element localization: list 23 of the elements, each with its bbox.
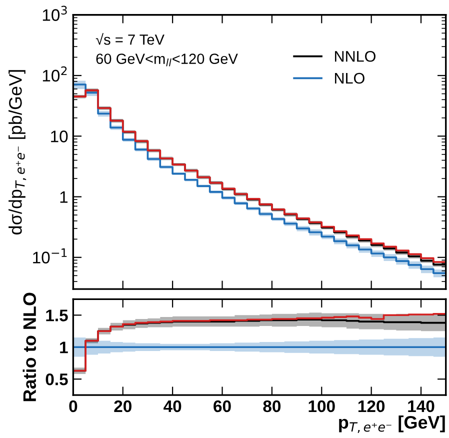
y-tick-label: 1 bbox=[60, 342, 68, 354]
x-tick-label: 20 bbox=[114, 400, 132, 412]
legend-label: NNLO bbox=[335, 50, 376, 62]
x-tick-label: 0 bbox=[69, 400, 78, 412]
y-tick-label: 0.5 bbox=[46, 373, 68, 386]
x-tick-label: 140 bbox=[408, 400, 434, 412]
y-tick-label: 10$^{3}$ bbox=[42, 6, 67, 21]
x-tick-label: 100 bbox=[308, 400, 335, 412]
y-axis-title: Ratio to NLO bbox=[22, 292, 36, 402]
y-tick-label: 1.5 bbox=[46, 310, 68, 322]
y-tick-label: 10 bbox=[51, 130, 68, 142]
x-tick-label: 120 bbox=[358, 400, 385, 412]
annotation: √s = 7 TeV bbox=[96, 33, 164, 45]
y-tick-label: 1 bbox=[60, 191, 68, 203]
x-tick-label: 80 bbox=[263, 400, 281, 412]
legend-label: NLO bbox=[335, 72, 364, 84]
x-tick-label: 40 bbox=[164, 400, 182, 412]
y-tick-label: 10$^{−1}$ bbox=[33, 248, 67, 264]
y-axis-title: dσ/dp$_{T,e⁺e⁻}$ [pb/GeV] bbox=[8, 70, 26, 234]
y-tick-label: 10$^{2}$ bbox=[42, 66, 67, 82]
annotation: 60 GeV<m$_{ll}$<120 GeV bbox=[96, 54, 238, 66]
x-axis-title: p$_{T,e⁺e⁻}$ [GeV] bbox=[339, 415, 445, 433]
x-tick-label: 60 bbox=[214, 400, 231, 412]
